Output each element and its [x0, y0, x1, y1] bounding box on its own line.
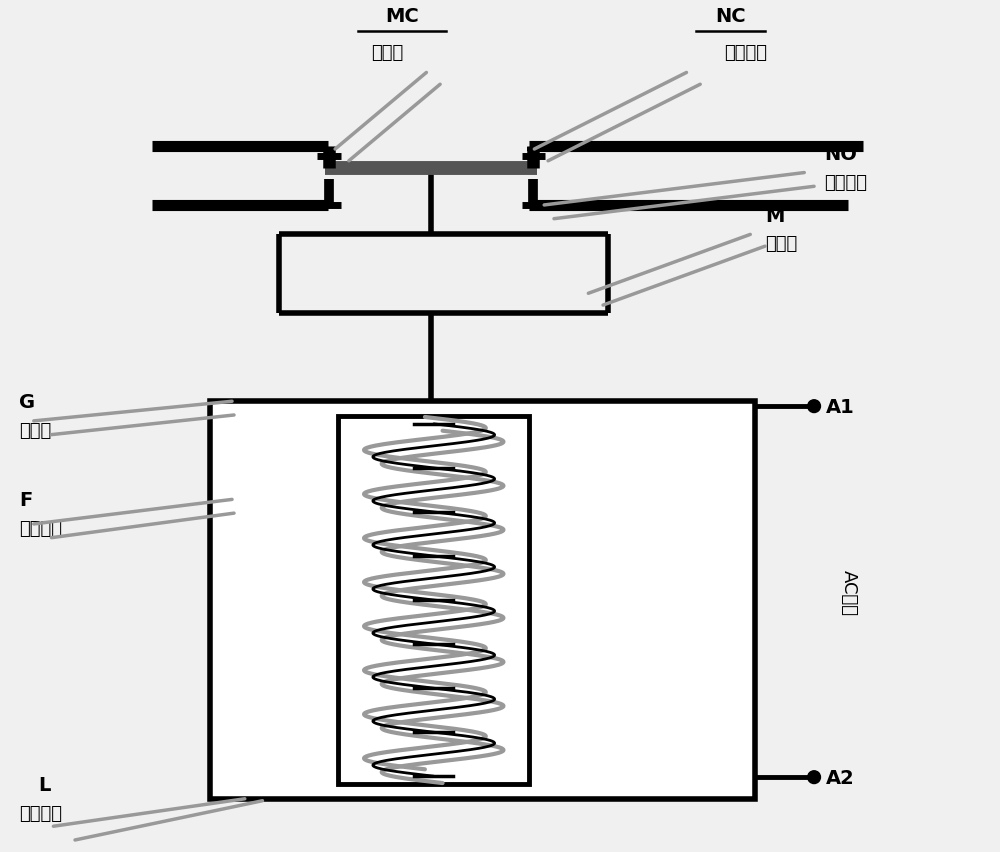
Circle shape [808, 771, 820, 784]
Text: 动触点: 动触点 [371, 44, 403, 62]
Text: A2: A2 [826, 768, 855, 786]
Text: 静铁芯: 静铁芯 [19, 422, 51, 440]
Text: MC: MC [385, 8, 419, 26]
Text: NC: NC [715, 8, 746, 26]
Bar [338, 417, 529, 784]
Text: G: G [19, 393, 35, 412]
Text: 励磁线圈: 励磁线圈 [19, 803, 62, 821]
Text: NO: NO [824, 145, 857, 164]
Text: A1: A1 [826, 397, 855, 416]
Text: 动铁芯: 动铁芯 [765, 235, 797, 253]
Text: L: L [39, 775, 51, 794]
Text: F: F [19, 491, 32, 509]
Text: 复位弹簧: 复位弹簧 [19, 520, 62, 538]
Bar [210, 402, 755, 799]
Circle shape [808, 400, 820, 413]
Text: 常闭触点: 常闭触点 [724, 44, 767, 62]
Text: 常开触点: 常开触点 [824, 173, 867, 192]
Text: M: M [765, 206, 784, 225]
Text: AC电压: AC电压 [839, 569, 857, 615]
